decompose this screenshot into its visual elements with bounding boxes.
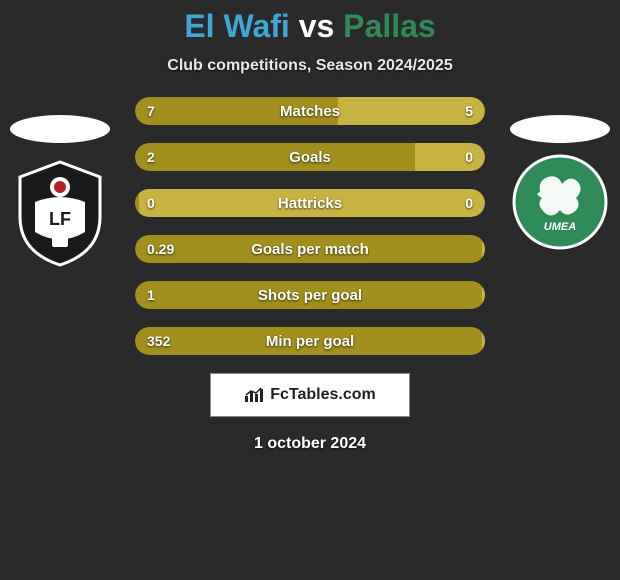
svg-text:LF: LF [49, 209, 71, 229]
club-badge-left: LF [10, 157, 110, 267]
stat-label: Shots per goal [258, 287, 362, 304]
stat-value-left: 0.29 [147, 241, 174, 257]
ellipse-right [510, 115, 610, 143]
svg-text:UMEA: UMEA [544, 221, 576, 233]
stat-row: 7 Matches 5 [135, 97, 485, 125]
date-text: 1 october 2024 [0, 435, 620, 453]
stat-bars: 7 Matches 5 2 Goals 0 0 Hattricks 0 0.29 Goals per… [135, 97, 485, 355]
stat-value-right: 0 [465, 149, 473, 165]
circle-badge-icon-right: UMEA [510, 152, 610, 252]
stats-area: LF UMEA 7 Matches 5 2 Goals 0 0 Hattricks 0 0.29 G… [0, 97, 620, 355]
player1-name: El Wafi [184, 8, 289, 44]
ellipse-left [10, 115, 110, 143]
comparison-infographic: El Wafi vs Pallas Club competitions, Sea… [0, 0, 620, 453]
stat-value-left: 7 [147, 103, 155, 119]
stat-value-left: 2 [147, 149, 155, 165]
stat-row: 352 Min per goal [135, 327, 485, 355]
stat-row: 0 Hattricks 0 [135, 189, 485, 217]
stat-value-left: 0 [147, 195, 155, 211]
stat-row: 0.29 Goals per match [135, 235, 485, 263]
subtitle: Club competitions, Season 2024/2025 [0, 57, 620, 75]
page-title: El Wafi vs Pallas [0, 8, 620, 45]
stat-label: Goals per match [251, 241, 369, 258]
club-badge-right: UMEA [510, 147, 610, 257]
player2-name: Pallas [343, 8, 436, 44]
vs-text: vs [299, 8, 335, 44]
stat-label: Goals [289, 149, 331, 166]
stat-value-right: 0 [465, 195, 473, 211]
brand-text: FcTables.com [270, 386, 376, 404]
chart-icon [244, 387, 264, 403]
stat-row: 1 Shots per goal [135, 281, 485, 309]
stat-value-left: 1 [147, 287, 155, 303]
stat-row: 2 Goals 0 [135, 143, 485, 171]
stat-value-left: 352 [147, 333, 170, 349]
brand-badge: FcTables.com [210, 373, 410, 417]
stat-label: Matches [280, 103, 340, 120]
stat-value-right: 5 [465, 103, 473, 119]
stat-label: Hattricks [278, 195, 342, 212]
stat-label: Min per goal [266, 333, 354, 350]
shield-icon-left: LF [10, 157, 110, 267]
